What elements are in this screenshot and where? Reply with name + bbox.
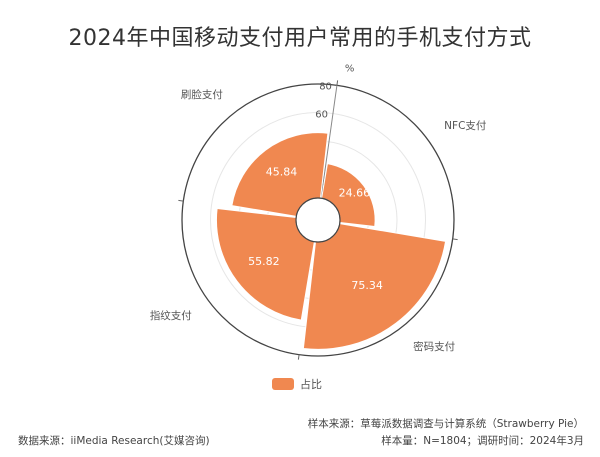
radial-tick-label: 80 [319, 81, 332, 92]
value-label: 55.82 [248, 255, 280, 268]
sample-source: 样本来源：草莓派数据调查与计算系统（Strawberry Pie） [307, 418, 584, 430]
category-label: 刷脸支付 [181, 88, 223, 101]
data-source: 数据来源：iiMedia Research(艾媒咨询) [18, 435, 210, 447]
sample-info: 样本量：N=1804；调研时间：2024年3月 [381, 435, 584, 447]
outer-tick [297, 354, 300, 360]
legend[interactable]: 占比 [272, 376, 322, 392]
category-label: 指纹支付 [150, 309, 192, 322]
legend-label: 占比 [300, 378, 322, 391]
value-label: 45.84 [266, 166, 298, 179]
outer-tick [336, 80, 339, 86]
outer-ring [181, 83, 455, 357]
value-label: 24.66 [339, 187, 371, 200]
outer-tick [178, 199, 184, 202]
outer-tick [452, 238, 458, 241]
legend-swatch [272, 378, 294, 390]
radial-unit-label: % [345, 63, 355, 74]
category-label: NFC支付 [444, 119, 486, 132]
chart-title: 2024年中国移动支付用户常用的手机支付方式 [68, 26, 532, 51]
category-label: 密码支付 [413, 340, 455, 353]
radial-axis [317, 85, 338, 221]
value-label: 75.34 [351, 279, 383, 292]
center-hole [295, 197, 341, 243]
radial-tick-label: 60 [315, 110, 328, 121]
